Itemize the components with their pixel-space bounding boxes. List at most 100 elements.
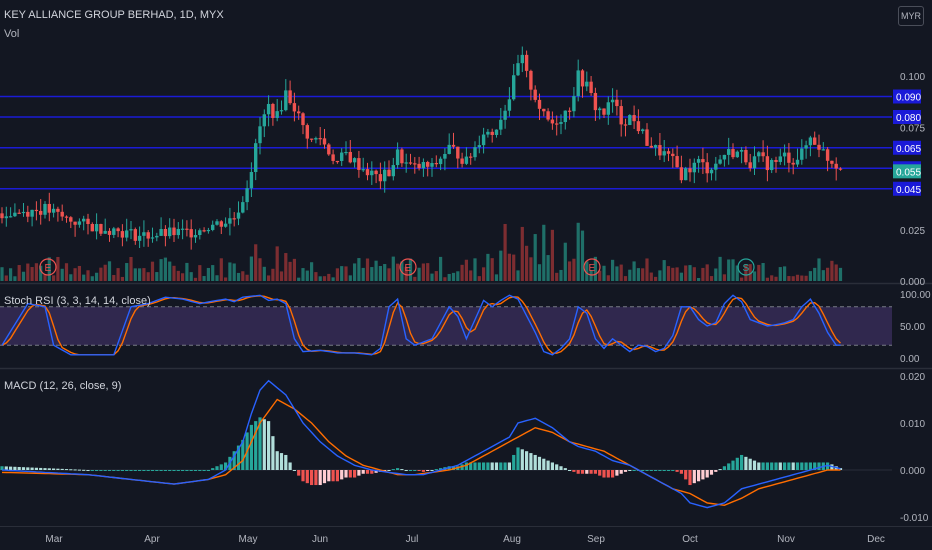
candle-body: [718, 159, 722, 164]
volume-bar: [26, 263, 30, 281]
stoch-rsi-label: Stoch RSI (3, 3, 14, 14, close): [4, 295, 151, 307]
volume-bar: [39, 265, 43, 281]
currency-button[interactable]: MYR: [898, 6, 924, 26]
candle-body: [129, 229, 133, 231]
macd-histogram-bar: [254, 421, 258, 470]
volume-bar: [30, 267, 34, 281]
macd-histogram-bar: [271, 436, 275, 470]
volume-bar: [176, 270, 180, 281]
macd-histogram-bar: [727, 463, 731, 470]
macd-histogram-bar: [279, 453, 284, 470]
candle-body: [675, 156, 679, 168]
candle-body: [555, 123, 559, 125]
volume-bar: [826, 267, 830, 281]
candle-body: [481, 134, 486, 146]
candle-body: [533, 89, 537, 100]
candle-body: [469, 156, 473, 158]
macd-histogram-bar: [211, 468, 215, 470]
volume-bar: [56, 256, 60, 281]
volume-bar: [228, 262, 232, 281]
volume-bar: [370, 267, 374, 281]
volume-bar: [17, 265, 21, 281]
volume-bar: [374, 260, 378, 281]
macd-line: [1, 379, 841, 509]
level-tag-text-0.080: 0.080: [896, 113, 921, 124]
macd-histogram-bar: [752, 460, 757, 470]
volume-bar: [623, 276, 628, 281]
candle-body: [434, 163, 438, 165]
month-tick-dec: Dec: [867, 534, 885, 545]
candle-body: [198, 230, 202, 236]
macd-histogram-bar: [525, 451, 529, 470]
macd-histogram-bar: [722, 466, 726, 470]
volume-bar: [168, 261, 172, 281]
macd-histogram-bar: [808, 462, 812, 470]
volume-bar: [778, 267, 782, 281]
volume-bar: [112, 275, 116, 281]
candle-body: [460, 158, 464, 164]
candle-body: [408, 162, 413, 164]
candle-body: [77, 221, 82, 225]
volume-bar: [439, 256, 443, 281]
macd-histogram-bar: [529, 453, 533, 470]
level-tag-0.065: [893, 140, 921, 155]
candle-body: [383, 169, 387, 182]
macd-histogram-bar: [662, 470, 666, 471]
macd-histogram-bar: [611, 470, 615, 478]
macd-histogram-bar: [469, 462, 473, 470]
volume-bar: [125, 263, 129, 281]
volume-bar: [275, 246, 279, 281]
candle-body: [258, 126, 262, 144]
candle-body: [757, 152, 761, 157]
volume-bar: [163, 257, 167, 281]
macd-histogram-bar: [675, 470, 679, 472]
level-tag-0.090: [893, 89, 921, 104]
candle-body: [275, 111, 279, 118]
volume-bar: [821, 270, 825, 281]
volume-bar: [490, 258, 494, 281]
candle-body: [180, 228, 185, 230]
volume-bar: [482, 267, 486, 281]
volume-bar: [327, 273, 331, 281]
candle-body: [142, 232, 146, 236]
macd-histogram-bar: [404, 470, 408, 471]
macd-histogram-bar: [533, 454, 537, 470]
candle-body: [585, 81, 589, 87]
volume-bar: [335, 268, 339, 281]
candle-body: [112, 228, 116, 235]
candle-body: [615, 99, 619, 107]
stoch-tick: 50.00: [900, 322, 925, 333]
volume-bar: [129, 256, 133, 281]
macd-histogram-bar: [17, 466, 21, 470]
candle-body: [752, 156, 757, 169]
candle-body: [348, 151, 352, 163]
volume-bar: [744, 264, 748, 281]
candle-body: [563, 110, 567, 123]
volume-bar: [305, 270, 309, 281]
macd-histogram-bar: [572, 470, 576, 472]
candle-body: [297, 111, 301, 114]
volume-bar: [645, 258, 649, 281]
candle-body: [688, 168, 692, 173]
macd-tick: 0.020: [900, 372, 925, 383]
candle-body: [735, 151, 739, 158]
macd-histogram-bar: [60, 468, 64, 470]
price-tick: 0.000: [900, 277, 925, 288]
volume-bar: [159, 259, 163, 281]
volume-bar: [770, 275, 774, 281]
volume-bar: [387, 268, 391, 281]
event-marker-s: [737, 258, 755, 276]
macd-histogram-bar: [813, 462, 817, 470]
macd-histogram-bar: [133, 470, 137, 471]
volume-bar: [654, 276, 658, 281]
macd-histogram-bar: [520, 449, 524, 470]
macd-histogram-bar: [185, 470, 189, 471]
macd-histogram-bar: [718, 469, 722, 471]
event-marker-label: E: [589, 263, 596, 274]
volume-bar: [709, 276, 714, 281]
volume-bar: [172, 265, 176, 281]
volume-bar: [611, 259, 615, 281]
candle-body: [262, 114, 266, 127]
volume-bar: [189, 272, 193, 281]
